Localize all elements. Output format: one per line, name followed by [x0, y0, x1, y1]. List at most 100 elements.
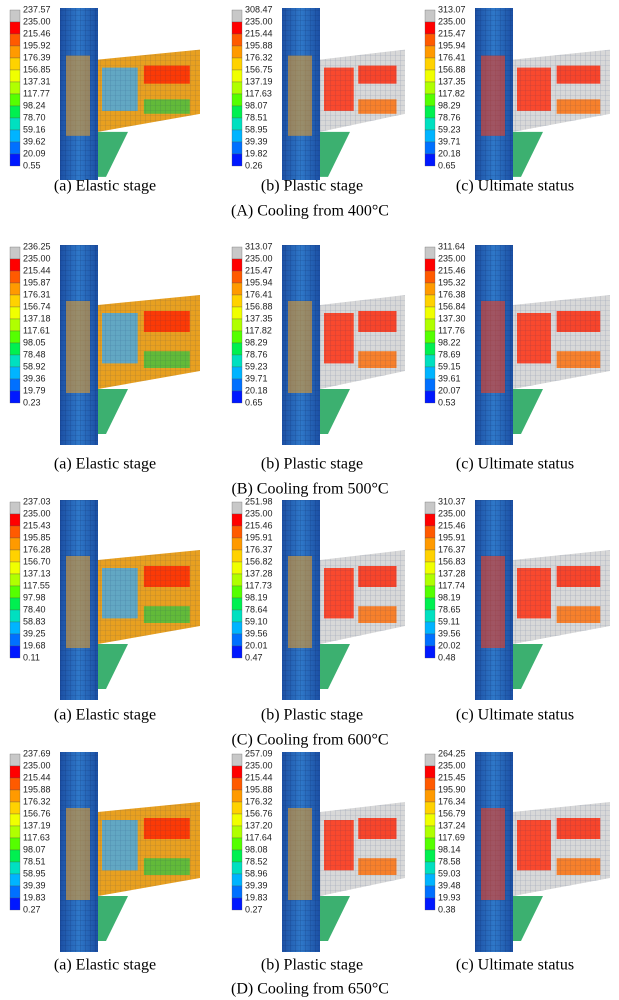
legend-swatch	[9, 105, 21, 119]
legend-swatch	[424, 246, 436, 260]
legend-swatch	[231, 33, 243, 47]
legend-label: 195.88	[23, 784, 51, 794]
legend-label: 0.27	[23, 904, 41, 914]
column-band	[66, 301, 90, 393]
legend-label: 235.00	[23, 760, 51, 770]
legend-label: 19.83	[23, 892, 46, 902]
legend-label: 98.29	[245, 337, 268, 347]
legend-swatch	[9, 318, 21, 332]
stiffener	[513, 389, 543, 434]
panel-caption: (b) Plastic stage	[261, 707, 363, 724]
legend-label: 195.88	[245, 784, 273, 794]
legend-swatch	[424, 330, 436, 344]
row-caption: (D) Cooling from 650°C	[231, 981, 389, 998]
legend-label: 156.82	[245, 556, 273, 566]
legend-swatch	[9, 609, 21, 623]
column-band	[66, 556, 90, 648]
legend-swatch	[9, 342, 21, 356]
legend-swatch	[9, 501, 21, 515]
stiffener	[320, 644, 350, 689]
stiffener	[513, 896, 543, 941]
legend-swatch	[231, 645, 243, 659]
legend-label: 78.58	[438, 856, 461, 866]
legend-swatch	[9, 354, 21, 368]
legend-swatch	[231, 825, 243, 839]
legend-label: 195.91	[245, 532, 273, 542]
legend-swatch	[424, 105, 436, 119]
legend-swatch	[9, 525, 21, 539]
legend-label: 58.95	[245, 124, 268, 134]
panel: 251.98 235.00 215.46 195.91 176.37 156.82 137.…	[231, 496, 405, 724]
panel: 264.25 235.00 215.45 195.90 176.34 156.79 137.…	[424, 748, 610, 974]
legend-swatch	[424, 789, 436, 803]
legend-swatch	[424, 813, 436, 827]
legend-swatch	[9, 57, 21, 71]
legend-swatch	[231, 294, 243, 308]
legend-label: 310.37	[438, 496, 466, 506]
legend-label: 19.93	[438, 892, 461, 902]
legend-swatch	[231, 753, 243, 767]
legend-label: 19.79	[23, 385, 46, 395]
legend-swatch	[424, 45, 436, 59]
legend-label: 78.51	[23, 856, 46, 866]
legend-label: 137.28	[245, 568, 273, 578]
legend-swatch	[231, 366, 243, 380]
legend-swatch	[231, 585, 243, 599]
legend-label: 195.90	[438, 784, 466, 794]
legend-label: 0.38	[438, 904, 456, 914]
legend-label: 39.71	[245, 373, 268, 383]
legend-label: 195.87	[23, 277, 51, 287]
legend-label: 58.96	[245, 868, 268, 878]
legend-swatch	[9, 141, 21, 155]
legend-label: 237.57	[23, 4, 51, 14]
legend-label: 176.28	[23, 544, 51, 554]
legend-label: 39.39	[23, 880, 46, 890]
legend-label: 98.24	[23, 100, 46, 110]
legend-swatch	[9, 597, 21, 611]
legend-label: 19.68	[23, 640, 46, 650]
beam-mesh	[320, 550, 405, 644]
legend-label: 235.00	[23, 253, 51, 263]
beam-mesh	[98, 49, 200, 132]
legend-label: 237.03	[23, 496, 51, 506]
legend-swatch	[231, 93, 243, 107]
legend-swatch	[9, 270, 21, 284]
legend-swatch	[231, 81, 243, 95]
legend-label: 117.55	[23, 580, 50, 590]
column-band	[481, 556, 505, 648]
legend-swatch	[424, 825, 436, 839]
legend-swatch	[424, 597, 436, 611]
legend-label: 156.75	[245, 64, 273, 74]
legend-label: 0.55	[23, 160, 41, 170]
legend-label: 235.00	[438, 16, 466, 26]
legend-label: 78.76	[438, 112, 461, 122]
stiffener	[320, 389, 350, 434]
legend-label: 78.48	[23, 349, 46, 359]
panel-caption: (c) Ultimate status	[456, 707, 574, 724]
column-band	[66, 55, 90, 136]
legend-label: 117.61	[23, 325, 50, 335]
legend-label: 215.47	[438, 28, 466, 38]
legend-swatch	[231, 117, 243, 131]
legend-swatch	[231, 45, 243, 59]
legend-label: 98.14	[438, 844, 461, 854]
legend-label: 59.03	[438, 868, 461, 878]
legend-swatch	[424, 129, 436, 143]
legend-label: 39.48	[438, 880, 461, 890]
legend-label: 39.71	[438, 136, 461, 146]
legend-swatch	[231, 258, 243, 272]
beam-mesh	[513, 49, 610, 132]
legend-label: 195.91	[438, 532, 466, 542]
legend-swatch	[231, 849, 243, 863]
legend-label: 257.09	[245, 748, 273, 758]
legend-label: 156.79	[438, 808, 466, 818]
legend-label: 176.38	[438, 289, 466, 299]
legend-swatch	[231, 9, 243, 23]
legend-label: 78.65	[438, 604, 461, 614]
legend-swatch	[424, 861, 436, 875]
legend-swatch	[231, 801, 243, 815]
legend-swatch	[9, 153, 21, 167]
row-caption: (A) Cooling from 400°C	[231, 203, 389, 220]
legend-label: 98.07	[23, 844, 46, 854]
legend-label: 195.94	[438, 40, 466, 50]
